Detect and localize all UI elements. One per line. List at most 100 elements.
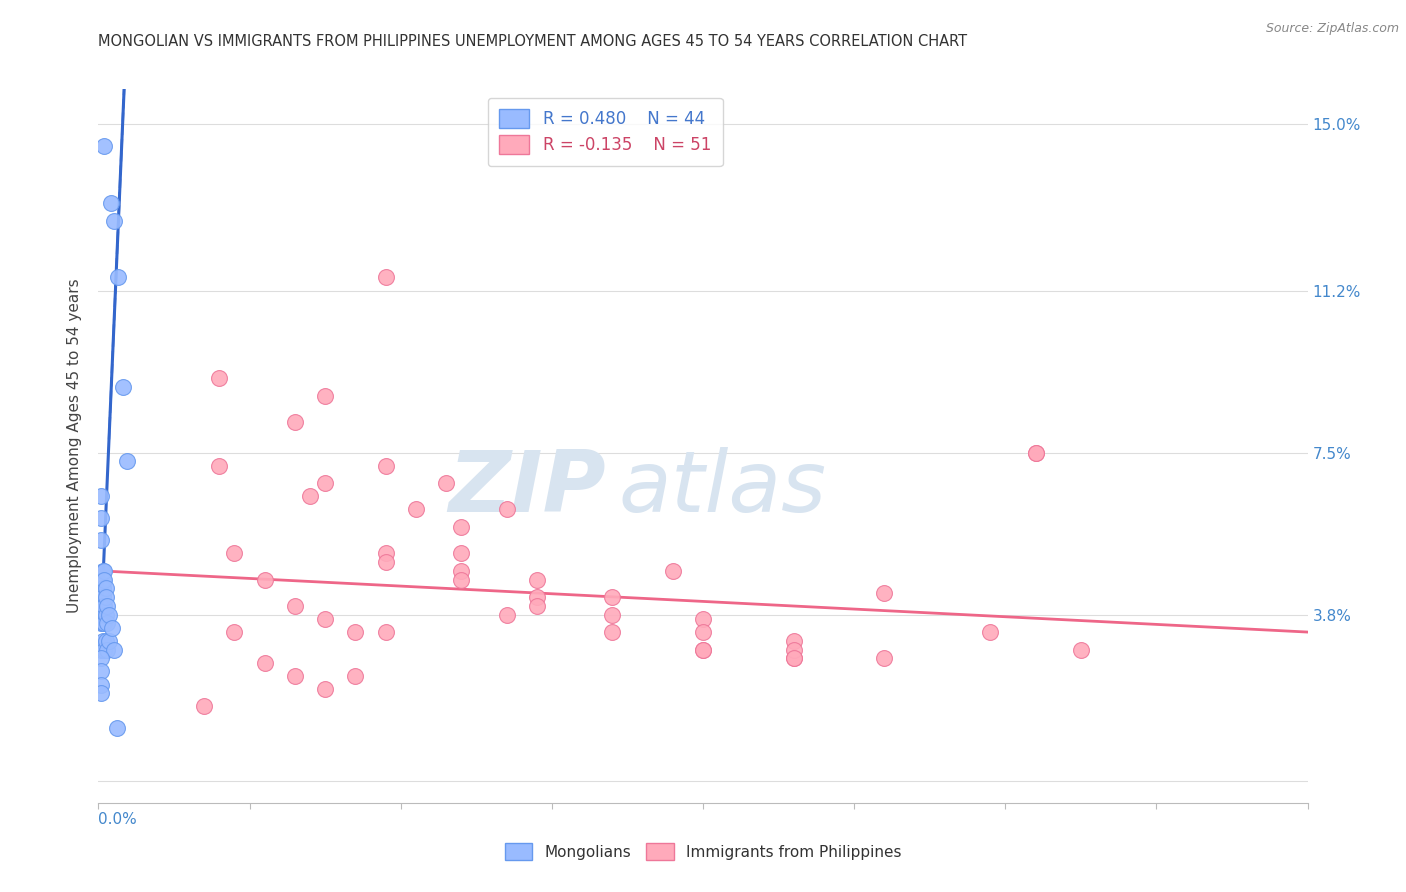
Point <box>374 555 396 569</box>
Point <box>450 520 472 534</box>
Point <box>94 607 117 622</box>
Point <box>90 511 112 525</box>
Point <box>98 633 121 648</box>
Point <box>374 458 396 473</box>
Point <box>344 625 367 640</box>
Point <box>224 546 246 560</box>
Point <box>90 585 112 599</box>
Point <box>692 642 714 657</box>
Point <box>90 651 112 665</box>
Point <box>91 599 114 613</box>
Point <box>284 415 307 429</box>
Point <box>93 616 115 631</box>
Point <box>93 139 115 153</box>
Text: atlas: atlas <box>619 447 827 531</box>
Point <box>90 599 112 613</box>
Point <box>90 489 112 503</box>
Point <box>450 564 472 578</box>
Point <box>692 625 714 640</box>
Point <box>93 642 115 657</box>
Point <box>450 573 472 587</box>
Point <box>208 458 231 473</box>
Point <box>602 590 624 604</box>
Point <box>90 607 112 622</box>
Point <box>405 502 427 516</box>
Point <box>434 476 457 491</box>
Point <box>91 573 114 587</box>
Point <box>105 722 128 736</box>
Text: Source: ZipAtlas.com: Source: ZipAtlas.com <box>1265 22 1399 36</box>
Point <box>1070 642 1092 657</box>
Point <box>783 642 806 657</box>
Point <box>284 599 307 613</box>
Point <box>94 633 117 648</box>
Point <box>873 651 896 665</box>
Point <box>344 669 367 683</box>
Point <box>1024 445 1046 459</box>
Point <box>253 656 276 670</box>
Point <box>98 607 121 622</box>
Point <box>94 582 117 596</box>
Point <box>208 371 231 385</box>
Text: MONGOLIAN VS IMMIGRANTS FROM PHILIPPINES UNEMPLOYMENT AMONG AGES 45 TO 54 YEARS : MONGOLIAN VS IMMIGRANTS FROM PHILIPPINES… <box>98 34 967 49</box>
Point <box>91 607 114 622</box>
Point <box>90 665 112 679</box>
Point <box>495 607 517 622</box>
Legend: Mongolians, Immigrants from Philippines: Mongolians, Immigrants from Philippines <box>498 837 908 866</box>
Point <box>90 686 112 700</box>
Text: 0.0%: 0.0% <box>98 812 138 827</box>
Point <box>96 642 118 657</box>
Y-axis label: Unemployment Among Ages 45 to 54 years: Unemployment Among Ages 45 to 54 years <box>67 278 83 614</box>
Point <box>107 270 129 285</box>
Point <box>374 546 396 560</box>
Point <box>91 616 114 631</box>
Point <box>374 625 396 640</box>
Point <box>93 599 115 613</box>
Point <box>101 621 124 635</box>
Point <box>90 533 112 548</box>
Point <box>314 612 336 626</box>
Point <box>1024 445 1046 459</box>
Point <box>90 677 112 691</box>
Point <box>284 669 307 683</box>
Point <box>314 681 336 696</box>
Point <box>111 380 134 394</box>
Point <box>783 633 806 648</box>
Point <box>91 590 114 604</box>
Point <box>115 454 138 468</box>
Point <box>602 607 624 622</box>
Point <box>90 616 112 631</box>
Point <box>253 573 276 587</box>
Point <box>450 546 472 560</box>
Point <box>374 270 396 285</box>
Point <box>873 585 896 599</box>
Point <box>100 196 122 211</box>
Point <box>91 633 114 648</box>
Point <box>224 625 246 640</box>
Point <box>783 651 806 665</box>
Text: ZIP: ZIP <box>449 447 606 531</box>
Point <box>299 489 322 503</box>
Point <box>692 612 714 626</box>
Point <box>94 590 117 604</box>
Point <box>103 213 125 227</box>
Point <box>314 476 336 491</box>
Point <box>526 573 548 587</box>
Point <box>193 699 215 714</box>
Point <box>93 573 115 587</box>
Point <box>526 590 548 604</box>
Point <box>90 642 112 657</box>
Point <box>90 577 112 591</box>
Point <box>96 599 118 613</box>
Point <box>103 642 125 657</box>
Point <box>526 599 548 613</box>
Point <box>96 616 118 631</box>
Point <box>783 651 806 665</box>
Point <box>602 625 624 640</box>
Point <box>91 564 114 578</box>
Point <box>662 564 685 578</box>
Point <box>93 564 115 578</box>
Point <box>495 502 517 516</box>
Point <box>91 582 114 596</box>
Point <box>692 642 714 657</box>
